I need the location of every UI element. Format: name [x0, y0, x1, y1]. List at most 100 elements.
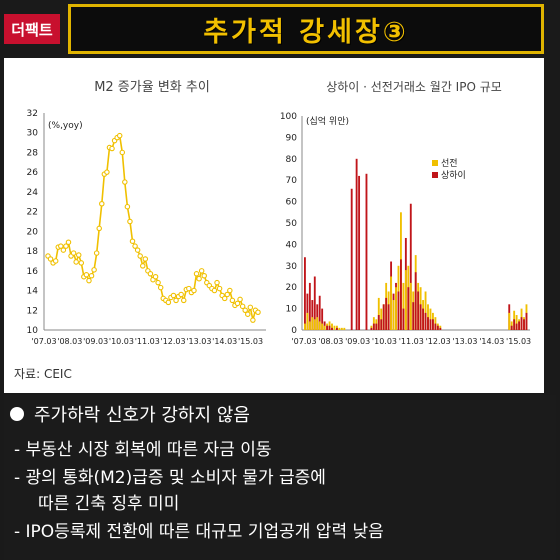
m2-data-point	[99, 200, 105, 207]
shanghai-bar	[523, 319, 525, 330]
m2-data-point	[132, 243, 138, 249]
x-tick-label: '13.03	[186, 337, 211, 346]
shanghai-bar	[377, 315, 380, 330]
shanghai-bar	[419, 304, 422, 330]
m2-data-point	[239, 303, 246, 310]
shenzhen-bar	[316, 317, 319, 330]
m2-growth-chart: M2 증가율 변화 추이 (%,yoy) 10 12 14 16 18 20 22 24 26 28 3…	[14, 80, 266, 381]
shenzhen-bar	[311, 317, 314, 330]
y-tick-label: 18	[27, 247, 39, 257]
legend-swatch-shenzhen	[432, 160, 438, 166]
x-tick-label: '07.03	[31, 337, 56, 346]
shenzhen-bar	[392, 300, 395, 330]
m2-data-point	[122, 179, 128, 185]
shenzhen-bar	[515, 315, 518, 330]
shanghai-bar	[328, 325, 331, 330]
chart-title: 상하이 · 선전거래소 월간 IPO 규모	[326, 80, 502, 94]
source-label: 자료: CEIC	[14, 367, 72, 381]
m2-data-point	[137, 253, 143, 259]
y-tick-label: 12	[27, 306, 38, 316]
shenzhen-bar	[340, 327, 343, 330]
m2-data-point	[140, 263, 146, 269]
shanghai-bar	[515, 323, 518, 330]
y-tick-label: 0	[291, 326, 297, 336]
shanghai-bar	[436, 325, 439, 330]
title-banner: 추가적 강세장③	[68, 4, 544, 54]
sub-bullet-3: - IPO등록제 전환에 따른 대규모 기업공개 압력 낮음	[14, 522, 384, 542]
y-tick-label: 10	[27, 326, 39, 336]
legend-swatch-shanghai	[432, 172, 438, 178]
y-tick-label: 50	[286, 219, 298, 229]
x-tick-label: '09.03	[83, 337, 108, 346]
shanghai-bar	[429, 319, 432, 330]
shanghai-bar	[434, 323, 437, 330]
y-tick-label: 32	[27, 109, 38, 119]
m2-data-point	[75, 252, 82, 258]
shanghai-bar	[513, 319, 516, 330]
m2-data-point	[70, 250, 77, 256]
x-tick-label: '15.03	[238, 337, 263, 346]
shanghai-bar	[331, 327, 333, 330]
m2-data-point	[86, 277, 92, 284]
shanghai-bar	[407, 287, 410, 330]
m2-data-point	[142, 256, 149, 262]
shanghai-bar	[336, 327, 338, 330]
shenzhen-bar	[306, 312, 309, 330]
y-tick-label: 20	[27, 227, 39, 237]
shanghai-bar	[387, 304, 390, 330]
x-tick-label: '14.03	[212, 337, 237, 346]
shenzhen-bar	[404, 270, 407, 330]
m2-data-point	[211, 287, 218, 294]
m2-data-point	[224, 291, 231, 298]
m2-data-point	[47, 256, 54, 262]
m2-data-point	[157, 284, 164, 291]
shanghai-bar	[400, 259, 402, 330]
m2-data-point	[193, 271, 200, 277]
shanghai-bar	[358, 175, 361, 330]
bullet-dot-icon	[10, 407, 24, 421]
x-tick-label: '08.03	[318, 337, 343, 346]
shenzhen-bar	[338, 327, 341, 330]
summary-panel: 주가하락 신호가 강하지 않음 - 부동산 시장 회복에 따른 자금 이동 - …	[4, 395, 556, 560]
shanghai-bar	[375, 323, 378, 330]
m2-data-point	[186, 285, 192, 292]
ipo-volume-chart: 상하이 · 선전거래소 월간 IPO 규모 (십억 위안) 0 10 20 30 40 50 6…	[280, 80, 531, 346]
m2-data-point	[255, 309, 261, 315]
shanghai-bar	[520, 317, 523, 330]
m2-data-point	[88, 273, 95, 279]
m2-data-point	[237, 296, 243, 303]
chart-panel: M2 증가율 변화 추이 (%,yoy) 10 12 14 16 18 20 22 24 26 28 3…	[4, 58, 544, 393]
y-tick-label: 10	[286, 305, 298, 315]
x-tick-label: '13.03	[452, 337, 477, 346]
m2-data-point	[58, 243, 64, 249]
shanghai-bar	[427, 317, 429, 330]
m2-data-point	[83, 272, 90, 278]
m2-data-point	[196, 275, 202, 282]
m2-data-point	[52, 258, 59, 264]
unit-label: (십억 위안)	[306, 115, 349, 127]
x-tick-label: '10.03	[372, 337, 397, 346]
shenzhen-bar	[333, 325, 336, 330]
shanghai-bar	[313, 276, 316, 330]
shanghai-bar	[402, 308, 405, 330]
y-tick-label: 60	[286, 198, 298, 208]
m2-data-point	[78, 260, 85, 266]
shenzhen-bar	[313, 319, 316, 330]
m2-data-point	[73, 259, 79, 265]
shenzhen-bar	[304, 323, 306, 330]
x-tick-label: '11.03	[399, 337, 424, 346]
shenzhen-bar	[377, 297, 380, 330]
shenzhen-bar	[331, 323, 333, 330]
shanghai-bar	[414, 272, 417, 330]
m2-data-point	[221, 295, 228, 302]
shenzhen-bar	[395, 287, 397, 330]
shanghai-bar	[518, 321, 521, 330]
m2-data-point	[129, 238, 136, 244]
m2-data-point	[229, 297, 236, 304]
y-tick-label: 22	[27, 208, 38, 218]
x-tick-label: '10.03	[109, 337, 134, 346]
m2-data-point	[116, 132, 123, 139]
x-tick-label: '12.03	[161, 337, 186, 346]
m2-data-point	[247, 304, 254, 311]
main-bullet-text: 주가하락 신호가 강하지 않음	[34, 405, 250, 426]
